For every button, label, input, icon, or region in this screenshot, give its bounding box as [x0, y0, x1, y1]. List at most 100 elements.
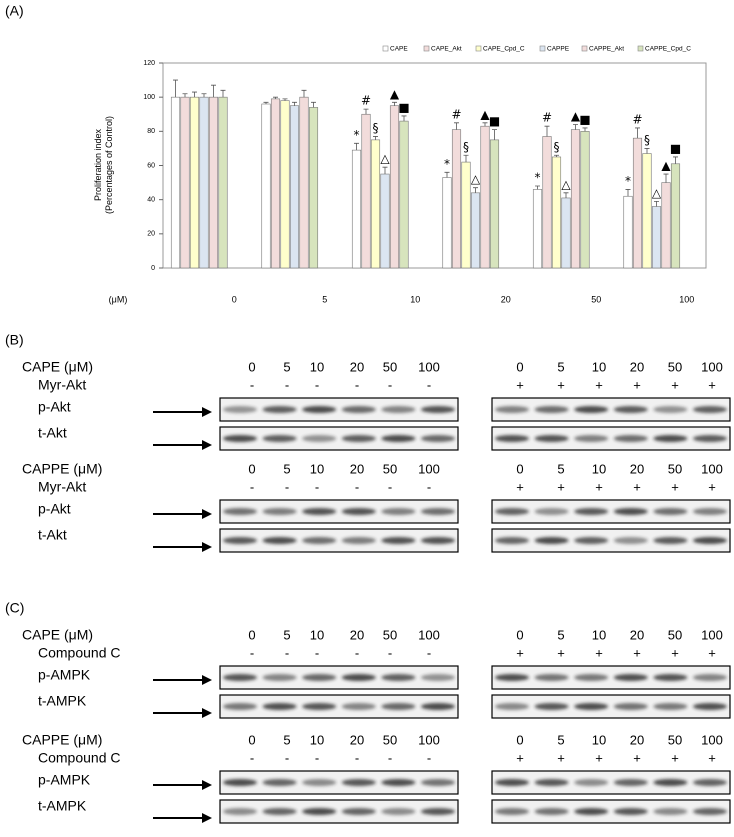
y-tick-label: 0 [151, 265, 155, 272]
dose-label: 20 [350, 359, 364, 374]
legend-swatch [423, 45, 430, 52]
error-bar [463, 154, 469, 163]
sign-label: - [285, 479, 289, 494]
dose-label: 50 [383, 732, 397, 747]
bar [218, 96, 228, 269]
sign-label: + [557, 377, 565, 392]
sign-label: + [516, 645, 524, 660]
x-tick-label: 5 [322, 294, 327, 304]
treatment-label: CAPE (μM) [22, 359, 93, 375]
row-label: p-Akt [38, 501, 71, 517]
sign-label: - [250, 377, 254, 392]
significance-mark: # [361, 94, 371, 108]
significance-mark: ■ [579, 112, 590, 126]
row-label: t-Akt [38, 425, 67, 441]
bar [208, 96, 219, 269]
row-label: t-AMPK [38, 693, 87, 709]
blot-band [495, 435, 529, 442]
blot-band [653, 674, 688, 681]
arrow-head [202, 407, 212, 417]
sign-label: + [671, 377, 679, 392]
sign-label: + [516, 479, 524, 494]
significance-mark: § [644, 133, 650, 147]
blot-band [262, 674, 297, 681]
dose-label: 100 [701, 627, 723, 642]
blot-band [381, 508, 416, 515]
dose-label: 0 [516, 627, 523, 642]
blot-band [613, 779, 648, 786]
bar [561, 197, 571, 269]
legend-label: CAPPE_Cpd_C [645, 46, 691, 53]
blot-band [302, 674, 337, 681]
dose-label: 50 [668, 732, 682, 747]
dose-label: 5 [557, 461, 564, 476]
blot-frame [219, 665, 459, 690]
sign-label: - [427, 750, 431, 765]
bar [651, 206, 662, 269]
sign-label: + [557, 479, 565, 494]
dose-label: 10 [592, 461, 606, 476]
blot-band [574, 674, 609, 681]
bar [308, 107, 319, 269]
blot-band [574, 779, 609, 786]
error-bar [663, 173, 669, 183]
error-bar [482, 122, 488, 127]
significance-mark: § [373, 121, 379, 135]
legend-swatch [382, 45, 389, 52]
blot-band [421, 779, 455, 786]
blot-band [653, 537, 688, 544]
bar [270, 98, 281, 269]
blot-band [693, 703, 727, 710]
dose-label: 50 [383, 627, 397, 642]
sign-label: - [250, 750, 254, 765]
blot-frame [219, 397, 459, 422]
significance-mark: ■ [489, 114, 500, 128]
bar [670, 163, 681, 269]
blot-band [381, 674, 416, 681]
y-tick-label: 60 [147, 162, 155, 169]
bar [542, 136, 552, 269]
dose-label: 10 [592, 627, 606, 642]
sign-label: + [557, 645, 565, 660]
error-bar [392, 101, 397, 106]
sign-label: + [633, 645, 641, 660]
significance-mark: # [542, 111, 552, 125]
blot-band [223, 808, 257, 815]
blot-band [495, 674, 529, 681]
dose-label: 20 [350, 627, 364, 642]
blot-band [223, 537, 257, 544]
x-tick-label: 50 [591, 294, 601, 304]
bar [351, 149, 362, 269]
error-bar [625, 189, 631, 197]
blot-band [421, 406, 455, 413]
bar [180, 96, 190, 269]
significance-mark: § [463, 140, 469, 154]
significance-mark: # [451, 107, 461, 121]
sign-label: - [355, 479, 359, 494]
bar [361, 113, 371, 269]
legend-swatch [475, 45, 482, 52]
dose-label: 0 [516, 732, 523, 747]
blot-band [495, 703, 529, 710]
sign-label: - [427, 479, 431, 494]
sign-label: + [595, 377, 603, 392]
sign-label: - [250, 479, 254, 494]
dose-label: 5 [283, 627, 290, 642]
significance-mark: * [625, 174, 631, 188]
blot-frame [491, 799, 731, 824]
bar [370, 139, 381, 269]
blot-band [302, 779, 337, 786]
dose-label: 10 [310, 359, 324, 374]
blot-band [341, 674, 376, 681]
dose-label: 100 [418, 627, 440, 642]
dose-label: 50 [668, 627, 682, 642]
blot-band [613, 435, 648, 442]
bar [289, 105, 300, 269]
blot-band [495, 406, 529, 413]
significance-mark: ▲ [390, 87, 400, 101]
significance-mark: * [354, 128, 360, 142]
blot-band [223, 703, 257, 710]
dose-label: 5 [283, 461, 290, 476]
blot-band [302, 808, 337, 815]
y-axis-title-line: Proliferation index [93, 128, 103, 201]
